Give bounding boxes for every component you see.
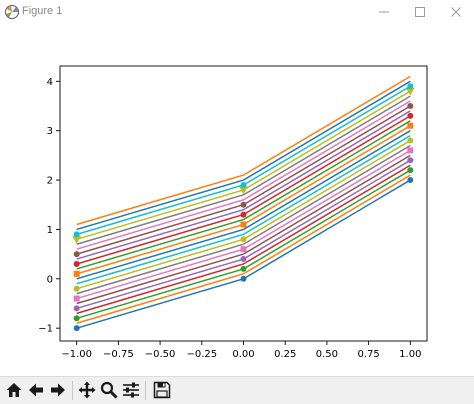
data-point-4-2: [407, 157, 414, 164]
series-line-1: [76, 174, 411, 324]
series-line-14: [76, 110, 411, 260]
forward-button[interactable]: [48, 379, 68, 401]
series-line-20: [76, 80, 411, 231]
data-point-6-1: [240, 246, 247, 253]
series-line-21: [76, 75, 411, 226]
home-icon: [6, 383, 22, 397]
minimize-button[interactable]: [366, 0, 402, 24]
toolbar-separator: [145, 381, 146, 400]
pan-button[interactable]: [77, 379, 97, 401]
y-tick-label: 2: [47, 176, 53, 187]
data-point-15-1: [240, 201, 247, 208]
data-point-13-2: [407, 112, 414, 119]
x-tick-label: 0.25: [274, 349, 296, 360]
magnifier-icon: [100, 381, 118, 399]
data-point-11-2: [407, 122, 414, 129]
data-point-0-0: [73, 325, 80, 332]
x-tick-label: 0.00: [232, 349, 254, 360]
data-point-8-1: [240, 236, 247, 243]
data-point-19-0: [73, 231, 80, 238]
data-point-13-1: [240, 211, 247, 218]
series-line-9: [76, 134, 411, 285]
configure-subplots-button[interactable]: [121, 379, 141, 401]
matplotlib-app-icon: [5, 5, 19, 19]
x-tick-label: −0.25: [186, 349, 217, 360]
data-point-6-2: [407, 147, 414, 154]
y-tick-label: 4: [47, 77, 53, 88]
minimize-icon: [379, 11, 389, 13]
maximize-icon: [415, 7, 425, 17]
series-line-10: [76, 130, 411, 280]
data-point-18-0: [72, 235, 82, 244]
data-point-2-0: [73, 315, 80, 322]
y-tick-label: 3: [47, 126, 53, 137]
data-point-2-1: [240, 265, 247, 272]
close-icon: [451, 7, 461, 17]
data-point-15-2: [407, 102, 414, 109]
data-point-19-2: [407, 83, 414, 90]
move-icon: [78, 381, 96, 399]
series-line-3: [76, 164, 411, 315]
data-point-6-0: [73, 295, 80, 302]
window-title: Figure 1: [22, 5, 63, 17]
data-point-4-1: [240, 256, 247, 263]
data-point-0-1: [240, 275, 247, 282]
x-tick-label: −0.50: [145, 349, 176, 360]
floppy-disk-icon: [153, 381, 171, 399]
maximize-button[interactable]: [402, 0, 438, 24]
data-point-15-0: [73, 251, 80, 258]
series-line-7: [76, 144, 411, 295]
close-button[interactable]: [438, 0, 474, 24]
data-point-11-1: [240, 221, 247, 228]
series-line-12: [76, 120, 411, 270]
x-tick-label: 1.00: [399, 349, 421, 360]
series-line-17: [76, 95, 411, 245]
y-tick-label: 0: [47, 274, 53, 285]
data-point-18-1: [239, 186, 248, 195]
data-point-0-2: [407, 177, 414, 184]
y-tick-label: −1: [38, 324, 53, 335]
arrow-left-icon: [29, 383, 43, 397]
data-point-18-2: [405, 87, 415, 96]
x-tick-label: −0.75: [103, 349, 134, 360]
sliders-icon: [123, 382, 139, 398]
data-point-2-2: [407, 167, 414, 174]
line-chart: −1.00 −0.75 −0.50 −0.25 0.00 0.25 0.50 0.75 1.00…: [38, 65, 428, 360]
x-tick-label: 0.50: [316, 349, 338, 360]
figure-canvas[interactable]: −1.00 −0.75 −0.50 −0.25 0.00 0.25 0.50 0.75 1.00…: [0, 24, 474, 376]
x-tick-label: −1.00: [61, 349, 92, 360]
data-point-8-0: [73, 285, 80, 292]
y-tick-label: 1: [47, 225, 53, 236]
data-point-8-2: [407, 137, 414, 144]
arrow-right-icon: [51, 383, 65, 397]
zoom-button[interactable]: [99, 379, 119, 401]
x-tick-label: 0.75: [357, 349, 379, 360]
window-titlebar: Figure 1: [0, 0, 474, 24]
home-button[interactable]: [4, 379, 24, 401]
data-point-4-0: [73, 305, 80, 312]
data-point-13-0: [73, 260, 80, 267]
toolbar-separator: [72, 381, 73, 400]
series-line-16: [76, 100, 411, 250]
series-line-5: [76, 154, 411, 305]
data-point-11-0: [73, 270, 80, 277]
back-button[interactable]: [26, 379, 46, 401]
save-button[interactable]: [152, 379, 172, 401]
navigation-toolbar: [0, 376, 474, 404]
data-point-19-1: [240, 181, 247, 188]
